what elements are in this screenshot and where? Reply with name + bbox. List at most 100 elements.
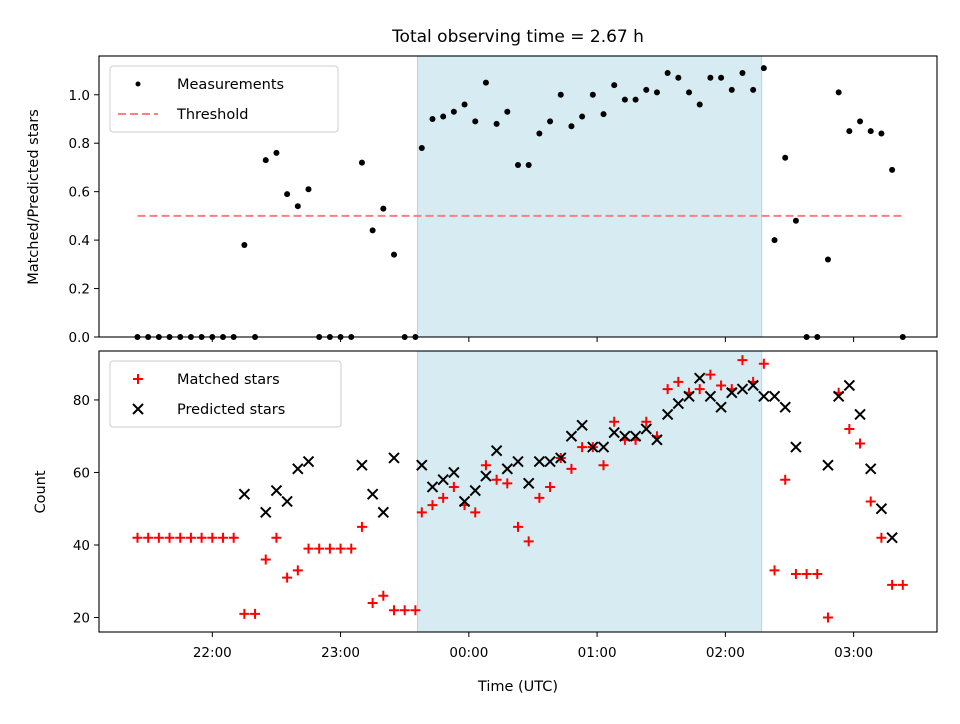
legend-marker-x (132, 403, 144, 415)
y-tick-label: 60 (73, 465, 90, 481)
data-point (294, 203, 301, 210)
data-point (437, 474, 449, 486)
data-point (705, 369, 716, 380)
data-point (780, 474, 791, 485)
y-tick-label: 1.0 (69, 88, 90, 104)
data-point (611, 82, 618, 89)
data-point (707, 74, 714, 81)
data-point (175, 532, 186, 543)
data-point (844, 423, 855, 434)
data-point (609, 416, 620, 427)
data-point (728, 86, 735, 93)
data-point (760, 65, 767, 72)
y-tick-label: 0.4 (69, 233, 90, 249)
bottom-panel: 20 40 60 80 22:00 23:00 00:00 01:00 02:00 03:00 Ma… (73, 350, 938, 661)
data-point (568, 123, 575, 130)
legend-marker-dot (135, 81, 141, 87)
data-point (534, 492, 545, 503)
data-point (737, 355, 748, 366)
data-point (366, 488, 379, 500)
data-point (429, 115, 436, 122)
data-point (843, 379, 856, 392)
observing-window-band (417, 55, 763, 338)
data-point (450, 108, 457, 115)
data-point (369, 227, 376, 234)
data-point (303, 543, 314, 554)
data-point (812, 568, 823, 579)
data-point (822, 612, 833, 623)
x-tick-label: 01:00 (578, 645, 617, 661)
data-point (792, 217, 799, 224)
data-point (675, 74, 682, 81)
data-point (418, 145, 425, 152)
data-point (886, 532, 898, 544)
data-point (504, 108, 511, 115)
y-tick-label: 0.0 (69, 330, 90, 346)
data-point (491, 474, 502, 485)
data-point (790, 441, 802, 453)
data-point (480, 470, 492, 482)
y-tick-label: 0.6 (69, 185, 90, 201)
data-point (378, 590, 389, 601)
data-point (758, 358, 769, 369)
data-point (673, 376, 684, 387)
data-point (566, 463, 577, 474)
data-point (629, 430, 642, 442)
data-point (490, 445, 503, 457)
legend-marker-plus (133, 374, 143, 384)
data-point (662, 384, 673, 395)
data-point (736, 383, 749, 395)
data-point (547, 118, 554, 125)
data-point (512, 455, 524, 468)
data-point (867, 128, 874, 135)
data-point (822, 459, 834, 471)
data-point (878, 130, 885, 137)
data-point (440, 113, 447, 120)
data-point (597, 441, 610, 453)
data-point (273, 149, 280, 156)
data-point (410, 605, 421, 616)
data-point (185, 532, 196, 543)
data-point (579, 113, 586, 120)
y-tick-label: 20 (73, 610, 90, 626)
data-point (426, 481, 439, 493)
data-point (388, 452, 400, 464)
data-point (576, 419, 588, 432)
data-point (271, 532, 282, 543)
legend-box (109, 65, 339, 133)
legend-box (109, 360, 342, 428)
data-point (577, 442, 588, 453)
data-point (292, 565, 303, 576)
data-point (472, 118, 479, 125)
data-point (533, 455, 546, 468)
data-point (305, 186, 312, 193)
data-point (790, 568, 801, 579)
data-point (262, 157, 269, 164)
data-point (589, 91, 596, 98)
data-point (779, 401, 791, 413)
data-point (250, 608, 261, 619)
data-point (480, 460, 491, 471)
data-point (448, 466, 460, 479)
data-point (661, 408, 674, 421)
data-point (565, 430, 578, 442)
series-predicted-stars (238, 372, 898, 544)
data-point (501, 463, 514, 475)
data-point (854, 408, 866, 421)
data-point (207, 532, 218, 543)
data-point (771, 237, 778, 244)
data-point (523, 536, 534, 547)
data-point (750, 86, 757, 93)
data-point (282, 572, 293, 583)
legend-label: Predicted stars (177, 402, 285, 418)
data-point (600, 111, 607, 118)
data-point (461, 101, 468, 108)
data-point (416, 459, 428, 471)
data-point (686, 89, 693, 96)
legend: Measurements Threshold (109, 65, 339, 133)
y-tick-label: 0.8 (69, 136, 90, 152)
data-point (502, 478, 513, 489)
data-point (292, 463, 304, 475)
data-point (739, 69, 746, 76)
